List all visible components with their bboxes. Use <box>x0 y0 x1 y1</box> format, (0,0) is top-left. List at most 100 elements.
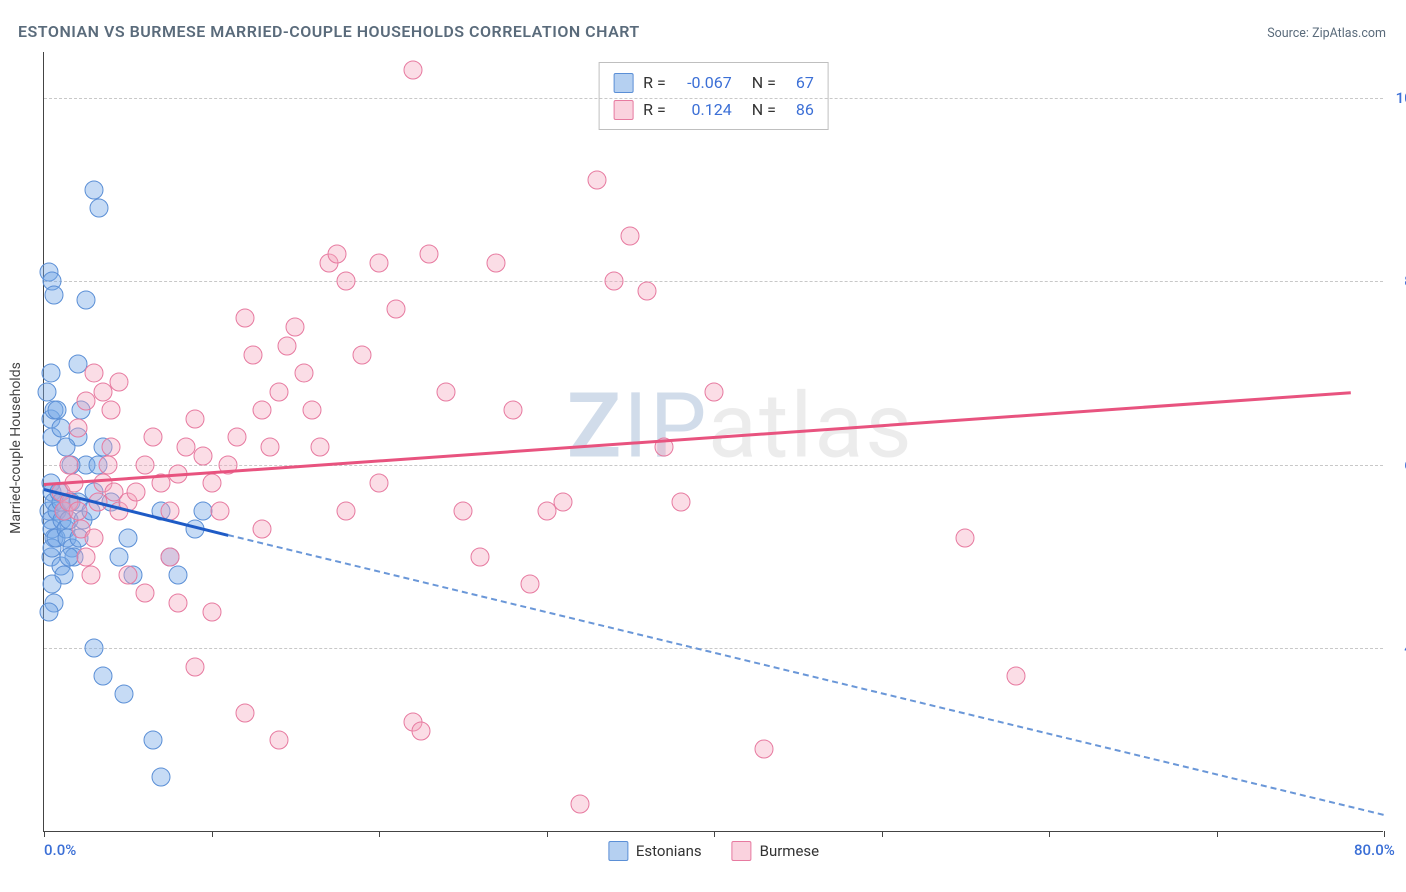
x-tick <box>547 831 548 837</box>
marker-burmese <box>353 345 372 364</box>
x-tick <box>212 831 213 837</box>
marker-burmese <box>227 428 246 447</box>
marker-burmese <box>504 400 523 419</box>
marker-estonians <box>41 364 60 383</box>
marker-burmese <box>269 382 288 401</box>
marker-estonians <box>118 529 137 548</box>
marker-burmese <box>587 171 606 190</box>
marker-burmese <box>210 501 229 520</box>
marker-burmese <box>370 474 389 493</box>
marker-estonians <box>40 602 59 621</box>
stats-row: R = 0.124 N = 86 <box>613 96 814 123</box>
marker-estonians <box>110 547 129 566</box>
marker-estonians <box>43 575 62 594</box>
plot-area: ZIPatlas R = -0.067 N = 67 R = 0.124 N =… <box>43 52 1383 832</box>
marker-burmese <box>118 566 137 585</box>
marker-burmese <box>102 437 121 456</box>
y-tick-label: 100.0% <box>1396 89 1406 107</box>
gridline-h <box>44 281 1383 282</box>
marker-burmese <box>554 492 573 511</box>
marker-burmese <box>60 455 79 474</box>
marker-estonians <box>93 667 112 686</box>
marker-burmese <box>311 437 330 456</box>
marker-burmese <box>277 336 296 355</box>
marker-burmese <box>638 281 657 300</box>
x-tick <box>44 831 45 837</box>
marker-burmese <box>604 272 623 291</box>
marker-burmese <box>194 446 213 465</box>
swatch-blue <box>608 841 628 861</box>
x-tick <box>714 831 715 837</box>
y-axis-label: Married-couple Households <box>8 362 24 534</box>
marker-burmese <box>135 584 154 603</box>
legend-item-burmese: Burmese <box>732 841 820 861</box>
marker-burmese <box>571 795 590 814</box>
source-link[interactable]: ZipAtlas.com <box>1312 26 1386 41</box>
correlation-chart: ESTONIAN VS BURMESE MARRIED-COUPLE HOUSE… <box>0 0 1406 892</box>
chart-title: ESTONIAN VS BURMESE MARRIED-COUPLE HOUSE… <box>18 22 640 41</box>
gridline-h <box>44 98 1383 99</box>
gridline-h <box>44 648 1383 649</box>
marker-burmese <box>252 520 271 539</box>
marker-estonians <box>85 639 104 658</box>
marker-burmese <box>294 364 313 383</box>
source-attribution: Source: ZipAtlas.com <box>1267 26 1386 41</box>
marker-burmese <box>386 299 405 318</box>
marker-burmese <box>1006 667 1025 686</box>
marker-burmese <box>185 410 204 429</box>
marker-burmese <box>135 455 154 474</box>
marker-burmese <box>303 400 322 419</box>
swatch-blue <box>613 73 633 93</box>
marker-burmese <box>68 501 87 520</box>
marker-estonians <box>169 566 188 585</box>
marker-burmese <box>202 474 221 493</box>
marker-burmese <box>328 244 347 263</box>
marker-estonians <box>38 382 57 401</box>
marker-burmese <box>76 547 95 566</box>
trend-estonians-extrapolated <box>228 534 1384 816</box>
marker-burmese <box>127 483 146 502</box>
marker-estonians <box>76 290 95 309</box>
marker-burmese <box>336 272 355 291</box>
marker-burmese <box>671 492 690 511</box>
marker-estonians <box>115 685 134 704</box>
marker-burmese <box>102 400 121 419</box>
marker-burmese <box>85 529 104 548</box>
marker-burmese <box>81 566 100 585</box>
marker-burmese <box>269 731 288 750</box>
marker-estonians <box>143 731 162 750</box>
x-tick <box>379 831 380 837</box>
marker-burmese <box>236 703 255 722</box>
marker-burmese <box>621 226 640 245</box>
marker-burmese <box>202 602 221 621</box>
stats-box: R = -0.067 N = 67 R = 0.124 N = 86 <box>598 62 829 130</box>
marker-estonians <box>90 199 109 218</box>
marker-estonians <box>56 437 75 456</box>
marker-burmese <box>470 547 489 566</box>
swatch-pink <box>732 841 752 861</box>
marker-burmese <box>370 254 389 273</box>
x-tick <box>1049 831 1050 837</box>
marker-burmese <box>98 455 117 474</box>
source-prefix: Source: <box>1267 26 1312 41</box>
marker-estonians <box>85 180 104 199</box>
gridline-h <box>44 465 1383 466</box>
x-tick <box>1217 831 1218 837</box>
marker-burmese <box>336 501 355 520</box>
legend: Estonians Burmese <box>608 841 819 861</box>
marker-burmese <box>286 318 305 337</box>
marker-burmese <box>411 722 430 741</box>
x-tick <box>1384 831 1385 837</box>
marker-burmese <box>110 373 129 392</box>
x-tick <box>882 831 883 837</box>
x-tick-label: 0.0% <box>44 841 76 859</box>
marker-burmese <box>453 501 472 520</box>
x-tick-label: 80.0% <box>1354 841 1395 859</box>
marker-burmese <box>956 529 975 548</box>
marker-burmese <box>85 364 104 383</box>
marker-burmese <box>236 309 255 328</box>
marker-burmese <box>755 740 774 759</box>
marker-burmese <box>244 345 263 364</box>
marker-burmese <box>68 419 87 438</box>
marker-burmese <box>169 593 188 612</box>
